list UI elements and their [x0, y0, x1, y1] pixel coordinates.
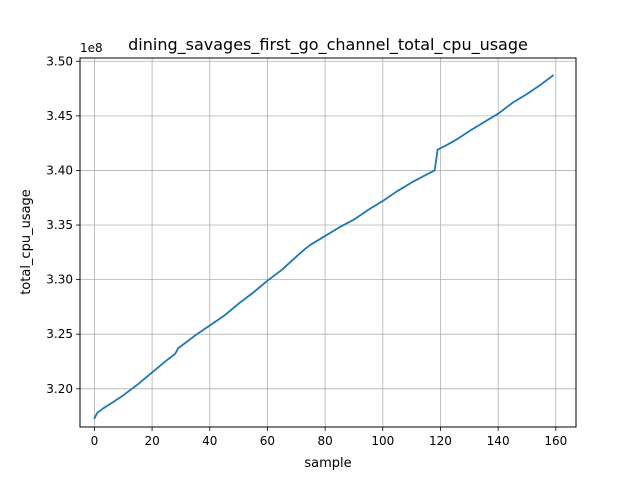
y-tick-label: 3.25: [46, 327, 73, 341]
x-tick-label: 20: [144, 434, 159, 448]
x-tick-label: 160: [544, 434, 567, 448]
x-tick-label: 80: [317, 434, 332, 448]
y-offset-label: 1e8: [80, 41, 103, 55]
x-axis-label: sample: [304, 456, 351, 471]
y-tick-label: 3.45: [46, 109, 73, 123]
grid-layer: [80, 58, 576, 427]
y-tick-label: 3.50: [46, 54, 73, 68]
y-tick-label: 3.35: [46, 218, 73, 232]
y-tick-label: 3.20: [46, 382, 73, 396]
x-tick-label: 140: [487, 434, 510, 448]
x-tick-label: 60: [260, 434, 275, 448]
y-ticks-layer: 3.20 3.25 3.30 3.35 3.40 3.45 3.50: [46, 54, 80, 396]
series-line: [93, 74, 554, 420]
x-ticks-layer: 0 20 40 60 80 100 120 140 160: [91, 427, 567, 448]
y-axis-label: total_cpu_usage: [19, 189, 34, 295]
plot-frame: [79, 57, 577, 428]
x-tick-label: 100: [371, 434, 394, 448]
y-tick-label: 3.40: [46, 163, 73, 177]
x-tick-label: 40: [202, 434, 217, 448]
x-tick-label: 120: [429, 434, 452, 448]
series-layer: [93, 74, 554, 420]
chart-title: dining_savages_first_go_channel_total_cp…: [128, 35, 528, 55]
y-tick-label: 3.30: [46, 273, 73, 287]
x-tick-label: 0: [91, 434, 99, 448]
